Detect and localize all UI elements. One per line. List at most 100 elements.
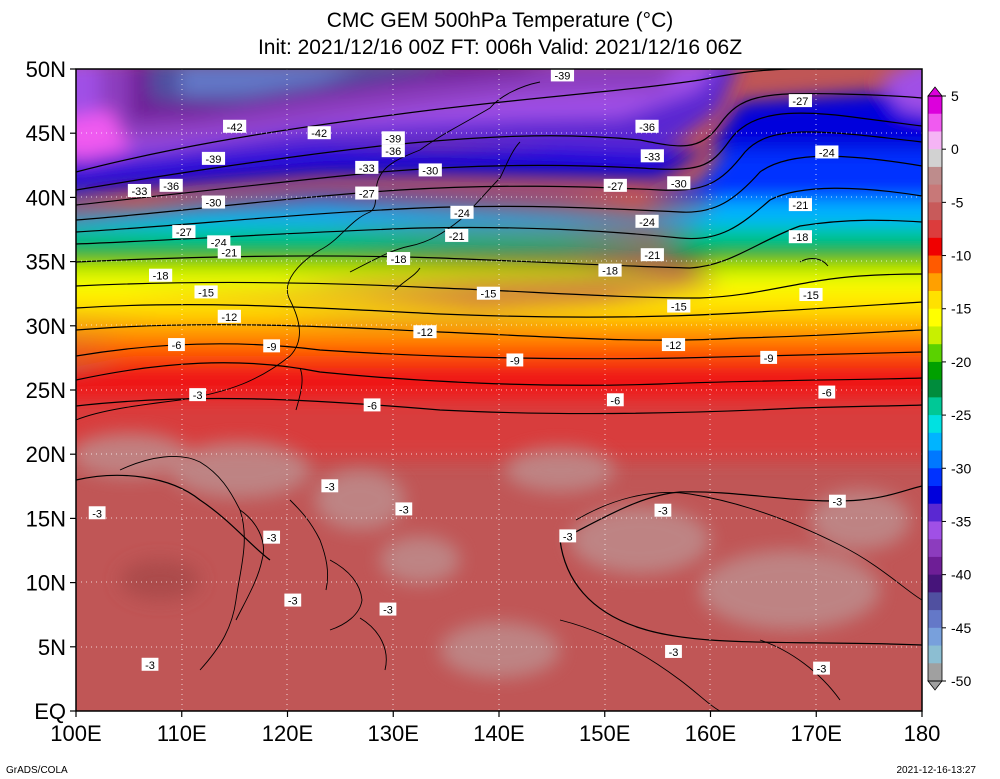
contour-label-bg — [217, 309, 241, 323]
contour-label-bg — [450, 205, 474, 219]
contour-label-bg — [667, 299, 691, 313]
contour-label: -15 — [480, 289, 496, 301]
contour-label: -3 — [383, 605, 393, 617]
contour-label: -3 — [145, 660, 155, 672]
contour-label: -39 — [385, 133, 401, 145]
colorbar-label: -25 — [951, 407, 971, 423]
colorbar-segment — [928, 663, 942, 682]
colorbar-segment — [928, 326, 942, 345]
colorbar-bottom-arrow — [927, 680, 943, 691]
contour-label: -42 — [311, 128, 327, 140]
timestamp-label: 2021-12-16-13:27 — [896, 765, 976, 776]
contour-label-bg — [141, 657, 159, 671]
lon-tick-label: 100E — [50, 721, 101, 746]
contour-label: -3 — [325, 481, 335, 493]
lat-tick-label: 35N — [26, 250, 66, 275]
lon-tick-label: 180 — [904, 721, 941, 746]
colorbar-label: -5 — [951, 194, 964, 210]
colorbar-segment — [928, 255, 942, 274]
contour-label-bg — [194, 285, 218, 299]
colorbar-segment — [928, 113, 942, 133]
colorbar-segment — [928, 415, 942, 434]
colorbar-segment — [928, 273, 942, 292]
contour-label-bg — [559, 529, 577, 543]
contour-label: -33 — [644, 151, 660, 163]
contour-label: -18 — [602, 266, 618, 278]
contour-label-bg — [88, 506, 106, 520]
contour-label: -33 — [131, 186, 147, 198]
contour-label-bg — [550, 69, 575, 82]
lat-tick-label: 45N — [26, 121, 66, 146]
colorbar-segment — [928, 574, 942, 593]
contour-label-bg — [760, 350, 778, 364]
colorbar-segment — [928, 237, 942, 257]
contour-label-bg — [665, 644, 682, 658]
colorbar-top-arrow — [927, 86, 943, 97]
contour-label-bg — [788, 94, 812, 108]
colorbar-segment — [928, 432, 942, 452]
colorbar-segment — [928, 645, 942, 664]
contour-label-bg — [363, 398, 381, 412]
colorbar-segment — [928, 627, 942, 647]
colorbar: 5 0 -5 -10 -15 -20 -25 -30 -35 -40 -45 -50 — [927, 86, 971, 691]
colorbar-segment — [928, 503, 942, 523]
lon-tick-label: 140E — [473, 721, 524, 746]
contour-label-bg — [386, 252, 411, 266]
lon-tick-label: 160E — [685, 721, 736, 746]
contour-label-bg — [263, 530, 281, 544]
contour-label-bg — [307, 126, 331, 140]
colorbar-segment — [928, 344, 942, 363]
contour-label-bg — [168, 338, 185, 352]
map-title: CMC GEM 500hPa Temperature (°C) — [326, 9, 674, 32]
colorbar-label: -35 — [951, 513, 971, 529]
contour-label-bg — [640, 248, 664, 262]
contour-lines — [76, 69, 922, 646]
contour-label: -18 — [391, 254, 407, 266]
colorbar-segment — [928, 131, 942, 150]
lon-tick-label: 150E — [579, 721, 630, 746]
contour-label: -36 — [639, 122, 655, 134]
map-subtitle: Init: 2021/12/16 00Z FT: 006h Valid: 202… — [257, 36, 743, 59]
longitude-axis: 100E 110E 120E 130E 140E 150E 160E 170E 180 — [50, 711, 940, 746]
contour-label-bg — [799, 287, 823, 301]
lat-tick-label: 40N — [26, 185, 66, 210]
contour-label: -30 — [206, 198, 222, 210]
contour-label: -6 — [367, 400, 377, 412]
lon-tick-label: 120E — [262, 721, 313, 746]
contour-label: -3 — [817, 664, 827, 676]
contour-label-bg — [355, 186, 379, 200]
contour-label: -36 — [163, 181, 179, 193]
colorbar-label: -20 — [951, 354, 971, 370]
colorbar-segment — [928, 556, 942, 576]
lon-tick-label: 170E — [791, 721, 842, 746]
lat-tick-label: 15N — [26, 506, 66, 531]
contour-label: -33 — [359, 163, 375, 175]
colorbar-label: -45 — [951, 620, 971, 636]
lat-tick-label: 50N — [26, 57, 66, 82]
contour-label: -12 — [666, 340, 682, 352]
contour-label: -9 — [510, 355, 520, 367]
lat-tick-label: EQ — [34, 699, 66, 724]
credit-label: GrADS/COLA — [6, 765, 68, 776]
contour-label: -3 — [833, 497, 843, 509]
contour-label: -15 — [671, 302, 687, 314]
colorbar-segment — [928, 539, 942, 558]
contour-label-bg — [815, 145, 839, 159]
contour-label: -36 — [385, 146, 401, 158]
contour-label: -3 — [658, 506, 668, 518]
contour-label: -21 — [449, 231, 465, 243]
contour-label: -12 — [417, 327, 433, 339]
colorbar-frame — [927, 95, 943, 682]
contour-label: -3 — [92, 508, 102, 520]
contour-label-bg — [284, 593, 302, 607]
contour-label: -24 — [454, 208, 470, 220]
colorbar-segment — [928, 379, 942, 398]
contour-label: -18 — [792, 232, 808, 244]
contour-label: -27 — [792, 96, 808, 108]
colorbar-segment — [928, 308, 942, 328]
colorbar-segment — [928, 468, 942, 487]
contour-label: -39 — [206, 154, 222, 166]
contour-label-bg — [654, 503, 672, 517]
contour-label: -21 — [221, 248, 237, 260]
